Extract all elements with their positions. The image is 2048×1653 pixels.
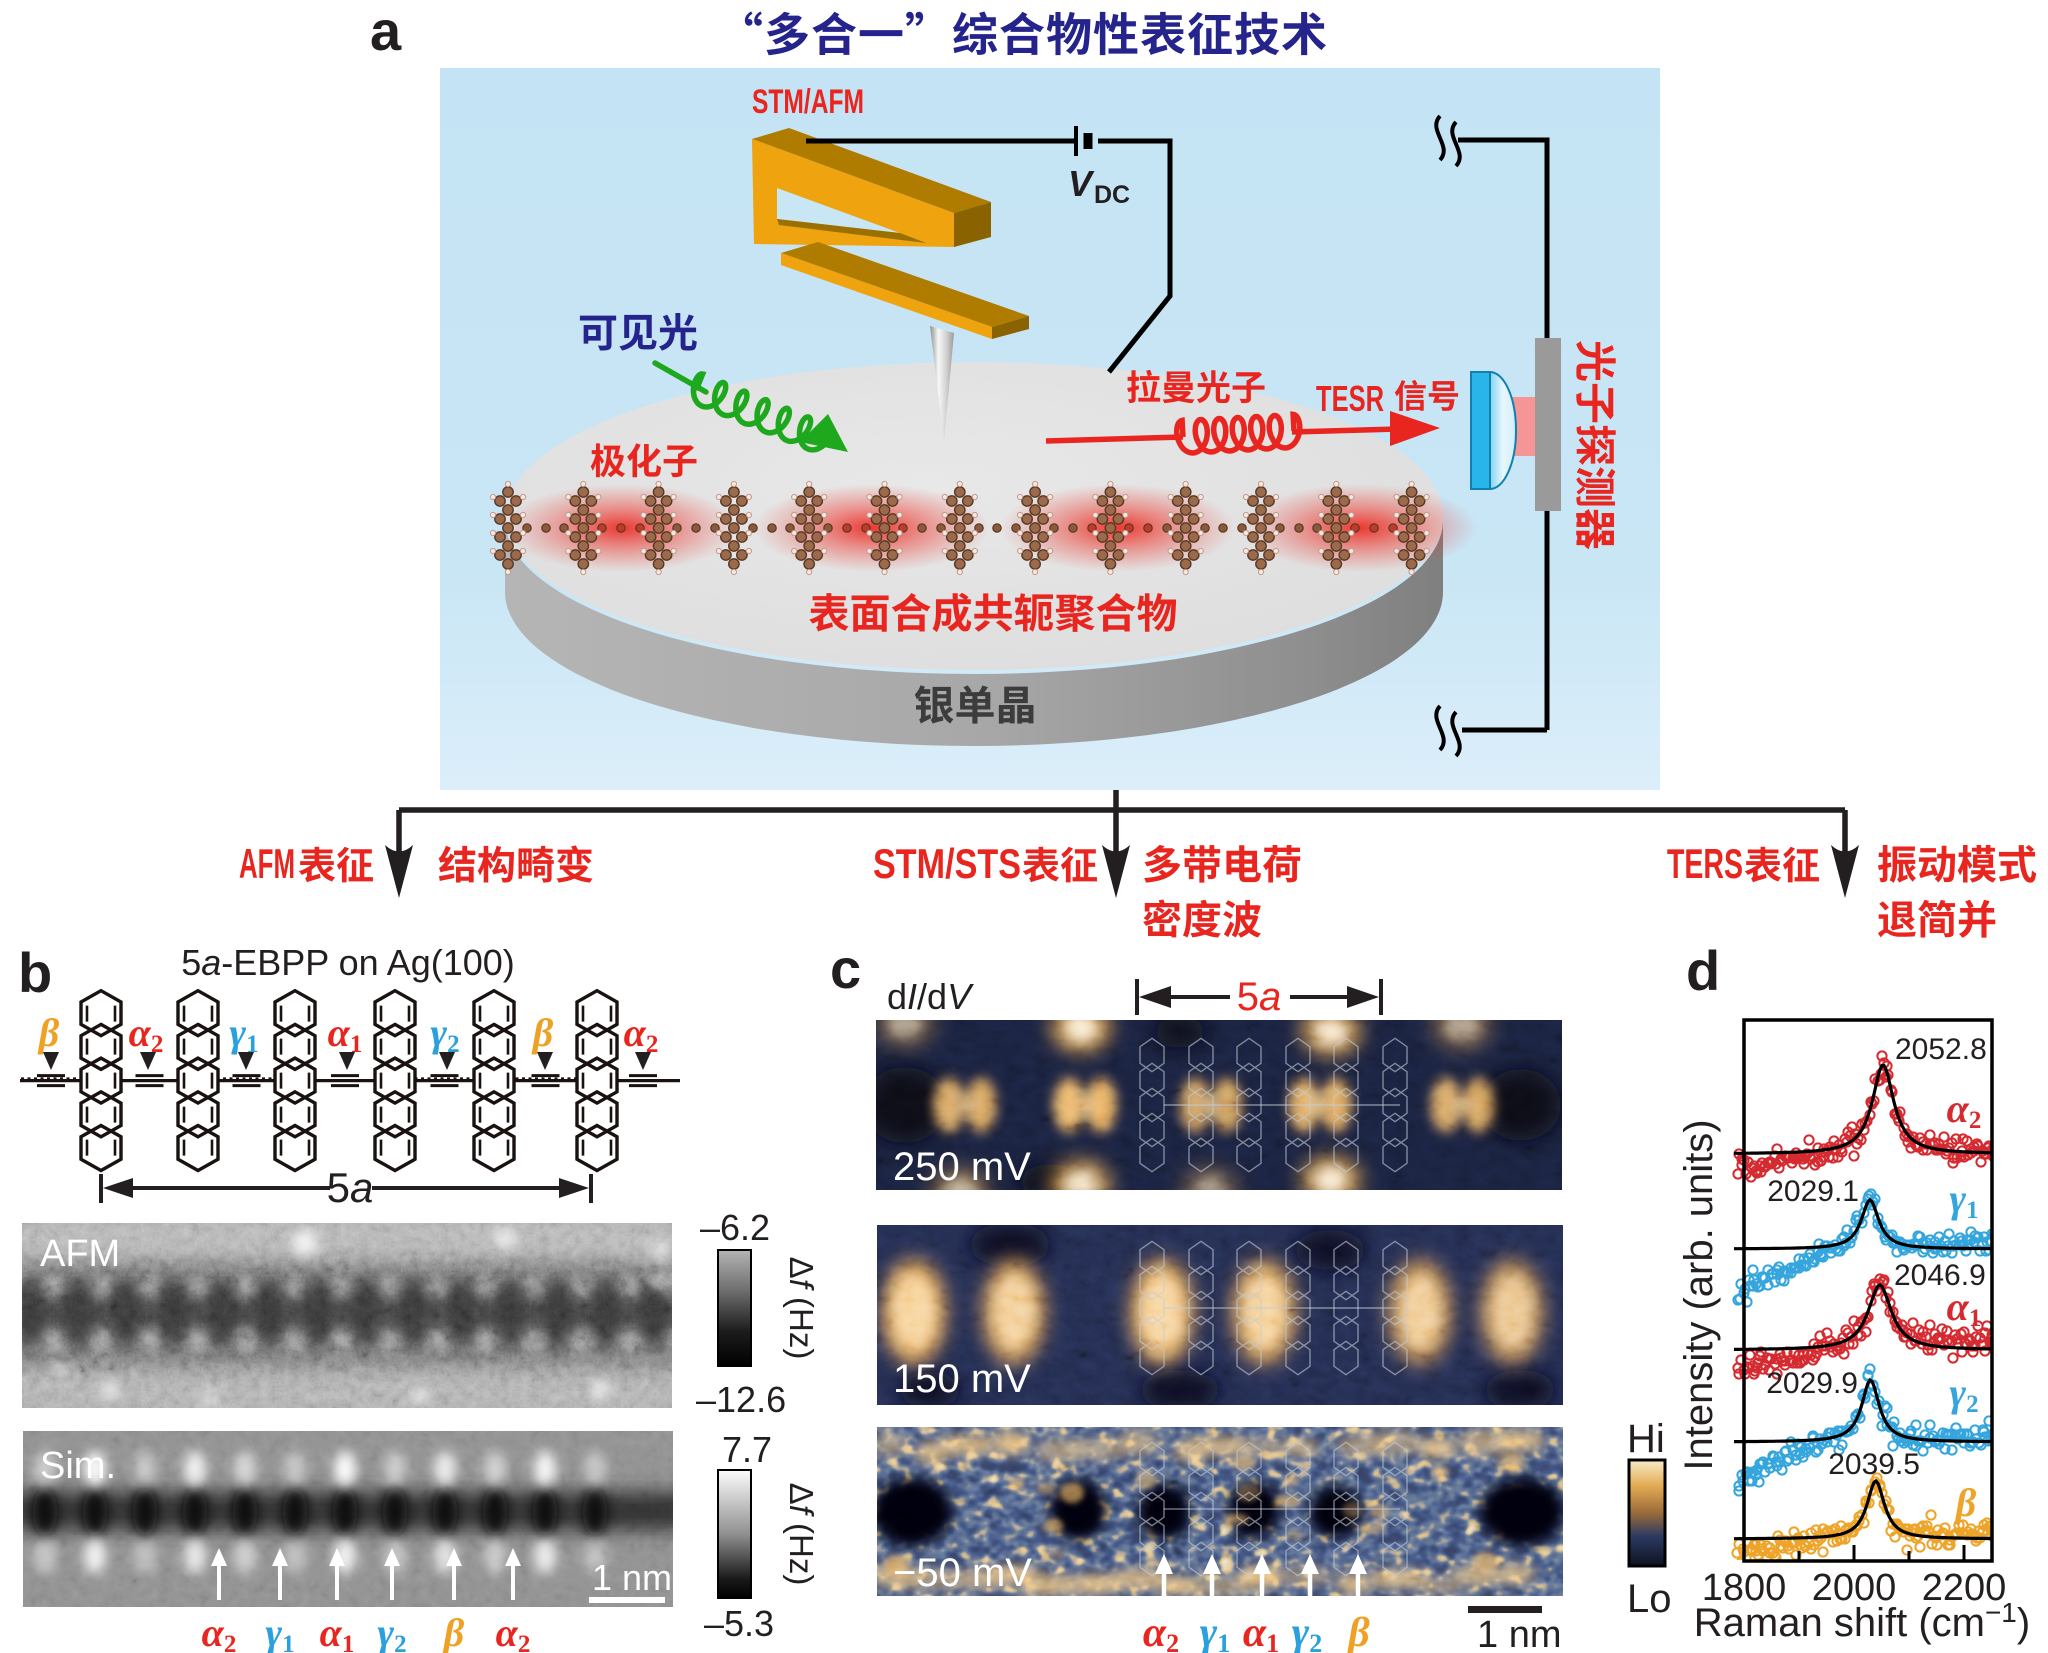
svg-text:c: c [830, 937, 861, 1000]
svg-text:1 nm: 1 nm [1477, 1614, 1561, 1653]
svg-text:Δf (Hz): Δf (Hz) [783, 1257, 820, 1360]
svg-text:γ2: γ2 [1949, 1370, 1978, 1418]
svg-text:γ2: γ2 [377, 1610, 406, 1653]
svg-text:2000: 2000 [1812, 1567, 1897, 1609]
svg-text:β: β [531, 1010, 554, 1055]
svg-text:Intensity (arb. units): Intensity (arb. units) [1677, 1119, 1721, 1470]
svg-text:γ1: γ1 [1200, 1610, 1230, 1653]
svg-text:γ2: γ2 [430, 1010, 459, 1058]
svg-text:V: V [1068, 163, 1095, 204]
svg-text:α2: α2 [129, 1010, 164, 1058]
svg-text:7.7: 7.7 [722, 1429, 772, 1470]
svg-text:α2: α2 [1947, 1086, 1982, 1134]
svg-text:1 nm: 1 nm [592, 1557, 672, 1598]
svg-text:DC: DC [1094, 181, 1130, 209]
svg-text:α2: α2 [496, 1610, 531, 1653]
svg-text:Δf (Hz): Δf (Hz) [783, 1483, 820, 1586]
svg-text:2029.9: 2029.9 [1766, 1367, 1858, 1400]
svg-text:150 mV: 150 mV [893, 1357, 1031, 1401]
svg-text:–12.6: –12.6 [696, 1379, 786, 1420]
svg-text:2046.9: 2046.9 [1894, 1259, 1986, 1292]
svg-text:γ2: γ2 [1292, 1610, 1322, 1653]
svg-text:Raman shift (cm−1): Raman shift (cm−1) [1694, 1597, 2030, 1645]
svg-text:TERS: TERS [1667, 840, 1743, 887]
svg-text:dI/dV: dI/dV [887, 976, 974, 1017]
svg-text:γ1: γ1 [265, 1610, 294, 1653]
svg-text:–5.3: –5.3 [704, 1603, 774, 1644]
svg-text:α1: α1 [1947, 1284, 1982, 1332]
svg-text:TESR: TESR [1316, 378, 1384, 419]
svg-text:α1: α1 [320, 1610, 355, 1653]
svg-text:β: β [442, 1610, 465, 1653]
svg-text:AFM: AFM [239, 840, 295, 887]
svg-text:5a: 5a [1237, 975, 1282, 1019]
svg-text:α2: α2 [202, 1610, 237, 1653]
svg-text:STM/STS: STM/STS [873, 840, 1021, 887]
svg-text:−50 mV: −50 mV [893, 1551, 1032, 1595]
svg-text:α1: α1 [1243, 1610, 1279, 1653]
svg-text:Lo: Lo [1627, 1577, 1672, 1621]
svg-text:β: β [1346, 1610, 1370, 1653]
svg-text:Hi: Hi [1627, 1417, 1665, 1461]
svg-text:–6.2: –6.2 [700, 1207, 770, 1248]
svg-text:250 mV: 250 mV [893, 1145, 1031, 1189]
svg-text:5a: 5a [327, 1164, 374, 1211]
svg-text:b: b [18, 941, 52, 1004]
svg-text:γ1: γ1 [1949, 1176, 1978, 1224]
svg-text:β: β [37, 1010, 60, 1055]
svg-text:α2: α2 [1143, 1610, 1179, 1653]
svg-text:1800: 1800 [1702, 1567, 1787, 1609]
svg-text:2052.8: 2052.8 [1895, 1033, 1987, 1066]
svg-text:AFM: AFM [40, 1233, 120, 1275]
svg-text:β: β [1954, 1480, 1977, 1525]
svg-text:2029.1: 2029.1 [1767, 1175, 1859, 1208]
svg-text:STM/AFM: STM/AFM [752, 83, 864, 121]
svg-text:α1: α1 [328, 1010, 363, 1058]
svg-text:5a-EBPP on Ag(100): 5a-EBPP on Ag(100) [181, 942, 515, 983]
svg-text:a: a [370, 0, 402, 62]
svg-text:Sim.: Sim. [40, 1445, 116, 1487]
svg-text:2039.5: 2039.5 [1828, 1448, 1920, 1481]
svg-text:α2: α2 [624, 1010, 659, 1058]
svg-text:d: d [1686, 939, 1720, 1002]
svg-text:2200: 2200 [1922, 1567, 2007, 1609]
svg-text:γ1: γ1 [229, 1010, 258, 1058]
